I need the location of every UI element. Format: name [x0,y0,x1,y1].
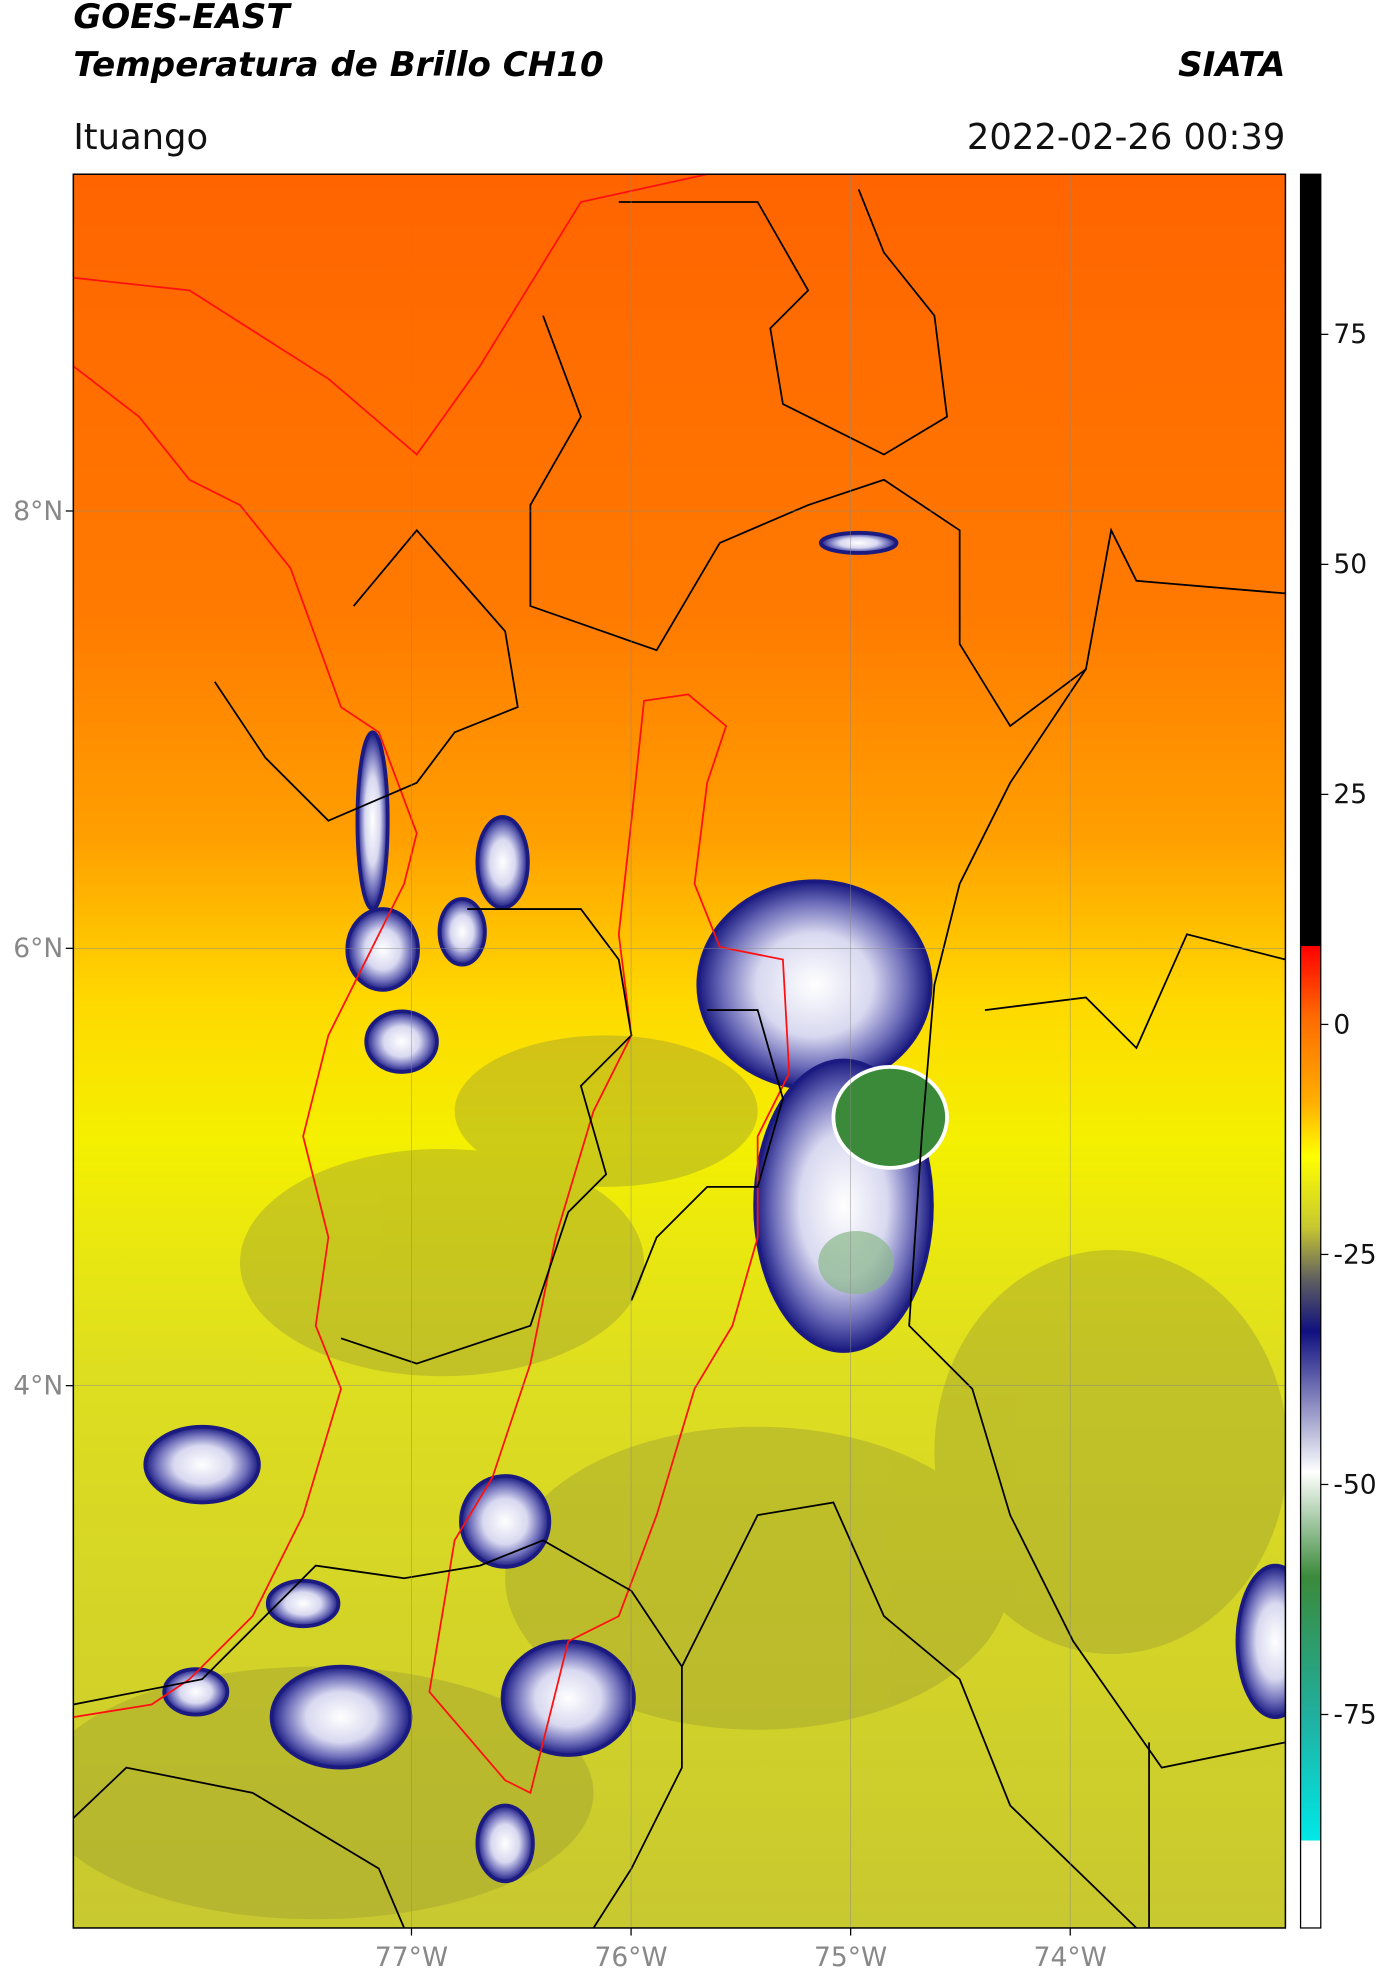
subtitle: Temperatura de Brillo CH10 [73,45,603,85]
x-tick-label: 77°W [375,1942,448,1973]
grid [73,174,1286,1928]
colorbar-label: -50 [1333,1469,1376,1500]
basin-outline [428,693,791,1795]
y-tick-label: 8°N [13,496,63,527]
coastline [73,365,418,1718]
timestamp: 2022-02-26 00:39 [967,117,1286,158]
colorbar [1299,173,1322,1929]
map-frame [72,173,1287,1929]
colorbar-label: 25 [1333,779,1367,810]
title: GOES-EAST [73,0,292,37]
colorbar-label: -75 [1333,1699,1376,1730]
map-background [73,174,1286,1928]
colorbar-label: 50 [1333,549,1367,580]
x-tick-label: 74°W [1034,1942,1107,1973]
admin-borders [73,189,1286,1928]
y-tick-label: 4°N [13,1371,63,1402]
colorbar-label: 0 [1333,1009,1350,1040]
map-image [73,174,1286,1928]
cold-core [831,1064,949,1170]
x-tick-label: 75°W [814,1942,887,1973]
coastline [73,174,708,456]
credit: SIATA [1178,45,1285,85]
location: Ituango [73,117,208,158]
y-tick-label: 6°N [13,933,63,964]
colorbar-label: 75 [1333,319,1367,350]
cold-core [818,1231,895,1295]
colorbar-label: -25 [1333,1239,1376,1270]
x-tick-label: 76°W [594,1942,667,1973]
